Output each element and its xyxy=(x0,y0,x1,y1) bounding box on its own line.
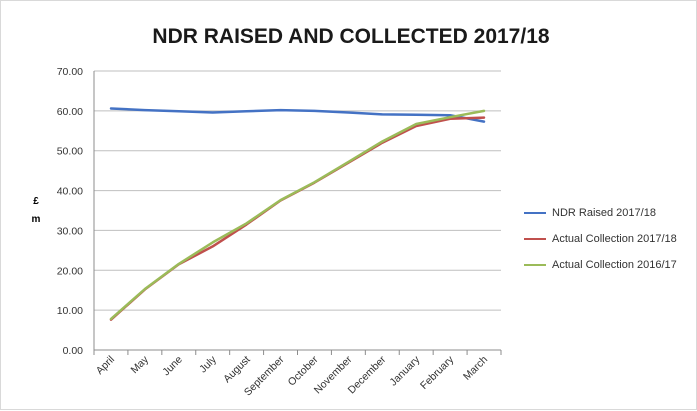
series-line-3 xyxy=(109,109,486,321)
series-line-1 xyxy=(109,107,486,123)
x-tick-label: December xyxy=(346,353,389,396)
y-tick-label: 40.00 xyxy=(57,186,83,198)
legend-label: Actual Collection 2017/18 xyxy=(552,232,677,245)
legend-item: NDR Raised 2017/18 xyxy=(524,203,677,222)
chart-title: NDR RAISED AND COLLECTED 2017/18 xyxy=(152,25,550,48)
y-axis-label-line-2: m xyxy=(31,214,41,225)
legend-swatch xyxy=(524,263,546,266)
x-tick-label: February xyxy=(418,353,457,392)
x-tick-label: May xyxy=(128,353,151,376)
legend-swatch xyxy=(524,211,546,214)
legend: NDR Raised 2017/18 Actual Collection 2017… xyxy=(524,203,677,281)
y-tick-label: 70.00 xyxy=(57,66,83,78)
legend-item: Actual Collection 2016/17 xyxy=(524,255,677,274)
x-tick-label: June xyxy=(160,354,185,379)
x-tick-label: August xyxy=(221,354,253,386)
x-tick-label: March xyxy=(461,354,490,383)
y-axis-label: £ m xyxy=(29,193,43,229)
series-line-2 xyxy=(109,116,486,321)
y-tick-label: 0.00 xyxy=(63,345,84,357)
x-tick-label: July xyxy=(197,353,219,375)
y-tick-label: 20.00 xyxy=(57,265,83,277)
y-tick-label: 50.00 xyxy=(57,146,83,158)
legend-label: NDR Raised 2017/18 xyxy=(552,206,656,219)
legend-item: Actual Collection 2017/18 xyxy=(524,229,677,248)
legend-swatch xyxy=(524,237,546,240)
y-tick-label: 10.00 xyxy=(57,305,83,317)
legend-label: Actual Collection 2016/17 xyxy=(552,258,677,271)
y-axis-label-line-1: £ xyxy=(33,196,39,207)
x-tick-label: April xyxy=(94,354,117,377)
y-tick-label: 60.00 xyxy=(57,106,83,118)
y-tick-label: 30.00 xyxy=(57,225,83,237)
